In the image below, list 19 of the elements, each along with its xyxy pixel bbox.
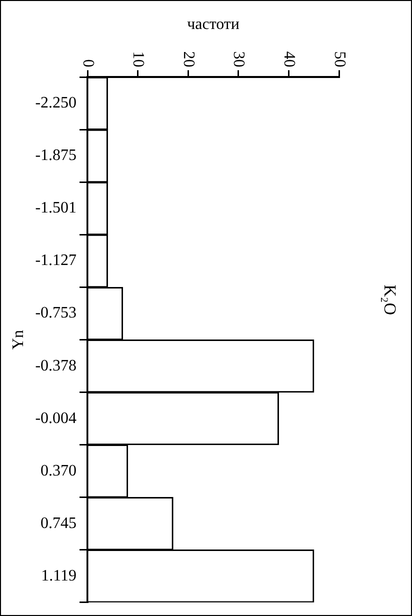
x-tick-label: 20 <box>180 51 197 68</box>
y-tick-label: -0.753 <box>35 304 77 322</box>
text: K₂O <box>380 284 400 316</box>
y-tick-label: 1.119 <box>41 567 77 584</box>
x-tick-label: 50 <box>330 51 348 68</box>
x-tick-label: 10 <box>130 51 147 68</box>
y-tick-label: 0.370 <box>40 462 77 480</box>
x-tick-label: 40 <box>280 51 298 68</box>
x-axis-title: частоти <box>187 16 240 33</box>
y-tick-label: -2.250 <box>35 94 77 112</box>
y-tick-label: 0.745 <box>40 514 77 532</box>
x-tick-label: 30 <box>230 51 248 68</box>
y-axis-title: Yn <box>10 330 27 350</box>
y-tick-label: -0.004 <box>35 410 77 427</box>
x-tick-label: 0 <box>79 59 96 68</box>
y-tick-label: -1.501 <box>35 200 77 217</box>
y-tick-label: -1.875 <box>35 147 77 164</box>
y-tick-label: -1.127 <box>35 252 77 270</box>
y-tick-label: -0.378 <box>35 357 77 374</box>
